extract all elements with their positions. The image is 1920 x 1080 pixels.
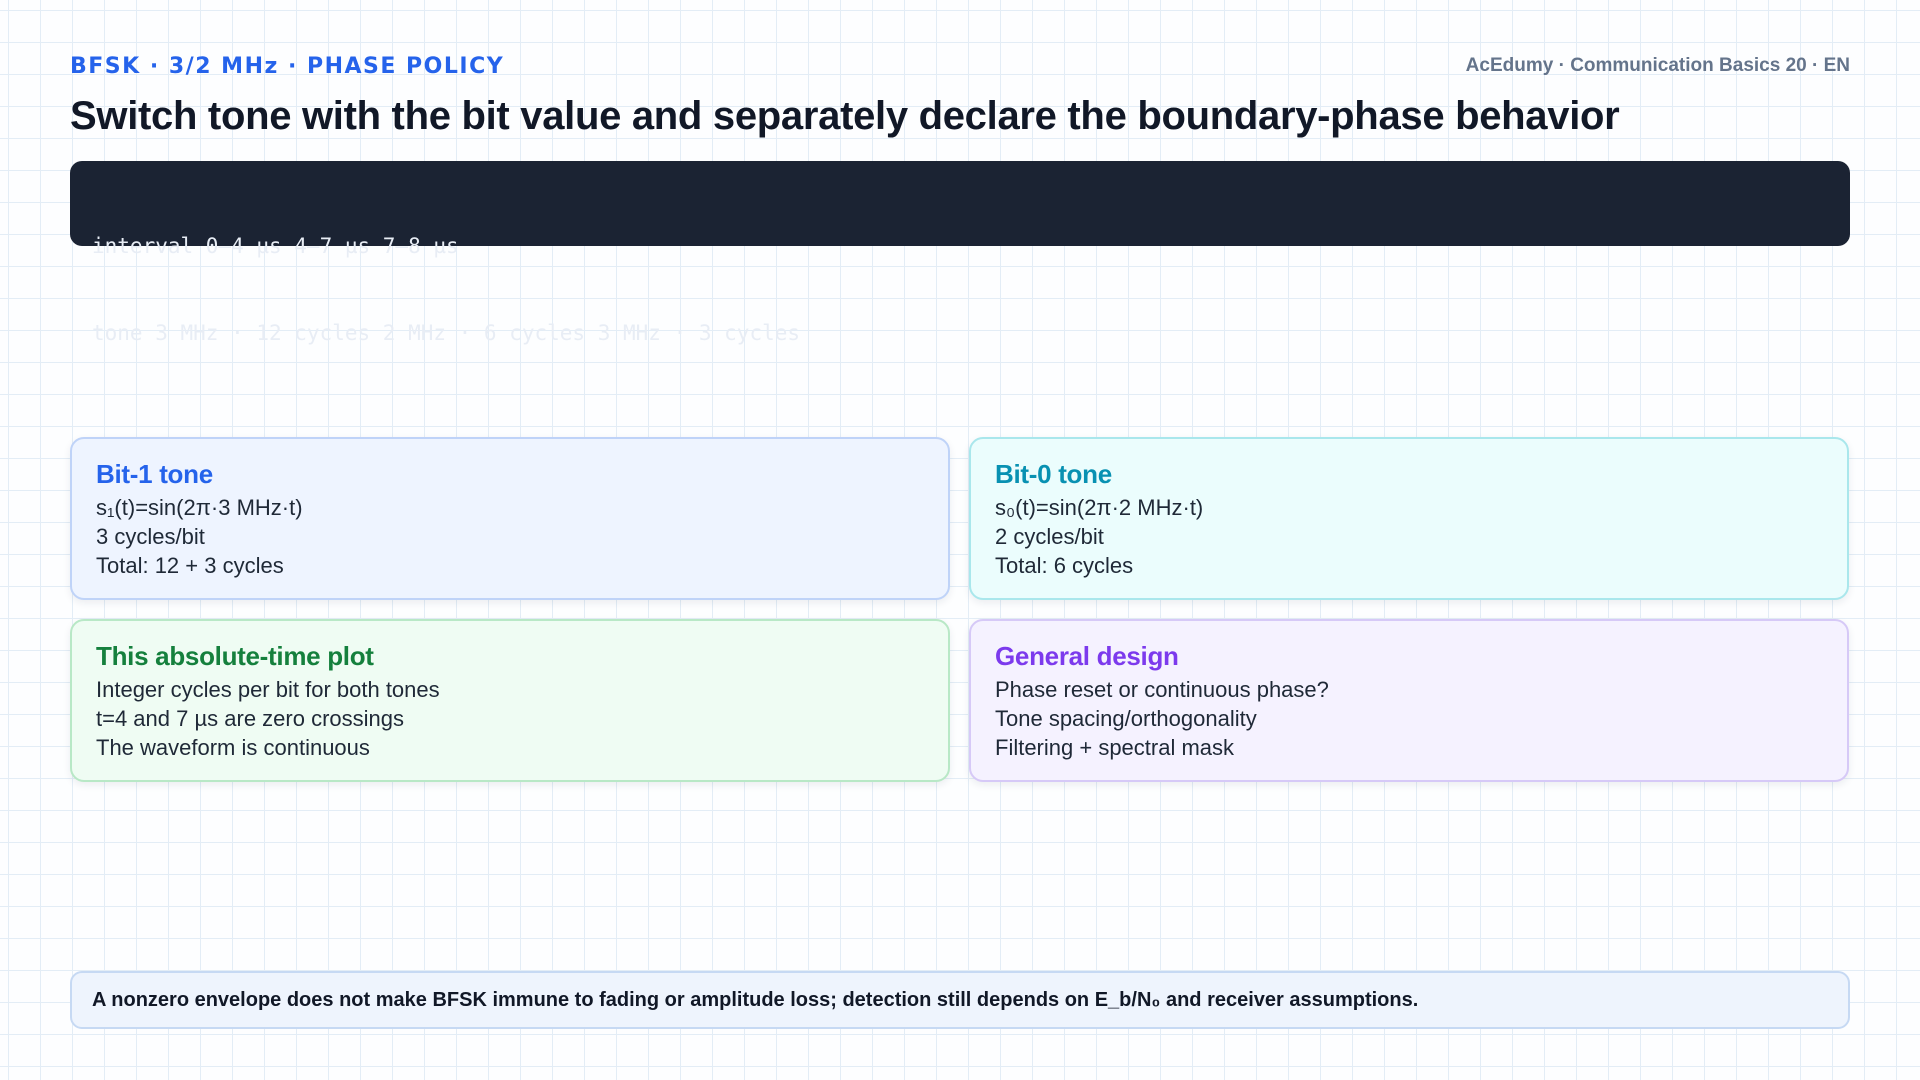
card-line: s₀(t)=sin(2π·2 MHz·t) bbox=[995, 495, 1204, 520]
card-title: Bit-1 tone bbox=[96, 459, 213, 489]
card-title: Bit-0 tone bbox=[995, 459, 1112, 489]
card-bit1-tone: Bit-1 tone s₁(t)=sin(2π·3 MHz·t) 3 cycle… bbox=[70, 437, 950, 600]
card-absolute-time-plot: This absolute-time plot Integer cycles p… bbox=[70, 619, 950, 782]
card-line: The waveform is continuous bbox=[96, 735, 370, 760]
card-line: 3 cycles/bit bbox=[96, 524, 205, 549]
footnote-banner: A nonzero envelope does not make BFSK im… bbox=[70, 971, 1850, 1029]
card-title: General design bbox=[995, 641, 1179, 671]
card-line: t=4 and 7 µs are zero crossings bbox=[96, 706, 404, 731]
footnote-text: A nonzero envelope does not make BFSK im… bbox=[92, 988, 1419, 1011]
interval-code-box: interval 0–4 µs 4–7 µs 7–8 µs tone 3 MHz… bbox=[70, 161, 1850, 345]
card-line: Phase reset or continuous phase? bbox=[995, 677, 1329, 702]
card-line: Filtering + spectral mask bbox=[995, 735, 1235, 760]
card-line: Total: 6 cycles bbox=[995, 553, 1134, 578]
course-brand: AcEdumy · Communication Basics 20 · EN bbox=[1465, 55, 1850, 76]
card-title: This absolute-time plot bbox=[96, 641, 374, 671]
card-bit0-tone: Bit-0 tone s₀(t)=sin(2π·2 MHz·t) 2 cycle… bbox=[969, 437, 1849, 600]
card-line: 2 cycles/bit bbox=[995, 524, 1104, 549]
page-title: Switch tone with the bit value and separ… bbox=[70, 94, 1620, 138]
card-line: Tone spacing/orthogonality bbox=[995, 706, 1257, 731]
code-line-interval: interval 0–4 µs 4–7 µs 7–8 µs bbox=[92, 234, 459, 258]
card-general-design: General design Phase reset or continuous… bbox=[969, 619, 1849, 782]
card-line: Integer cycles per bit for both tones bbox=[96, 677, 440, 702]
card-line: Total: 12 + 3 cycles bbox=[96, 553, 284, 578]
card-line: s₁(t)=sin(2π·3 MHz·t) bbox=[96, 495, 303, 520]
topic-kicker: BFSK · 3/2 MHz · PHASE POLICY bbox=[70, 54, 505, 79]
code-line-tone: tone 3 MHz · 12 cycles 2 MHz · 6 cycles … bbox=[92, 321, 801, 345]
